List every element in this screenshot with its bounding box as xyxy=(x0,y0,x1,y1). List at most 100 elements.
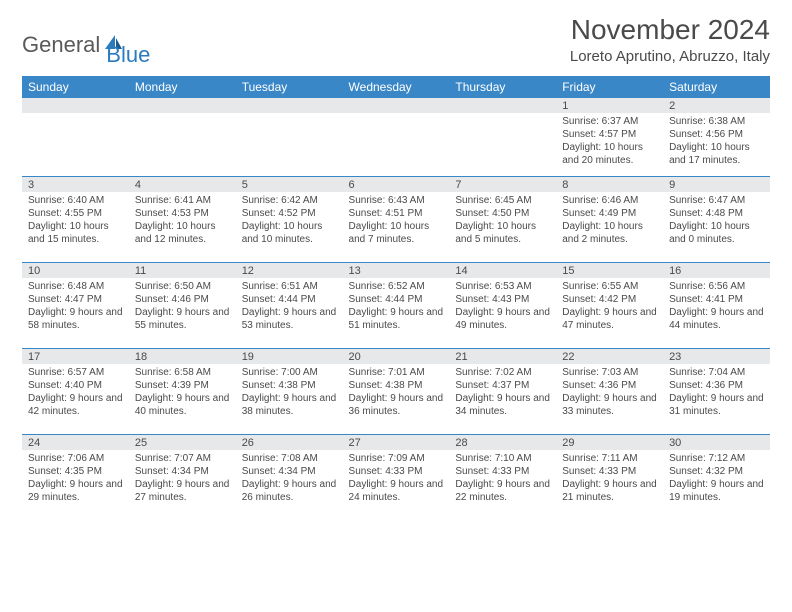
sunset-line: Sunset: 4:33 PM xyxy=(455,465,550,478)
daylight-line: Daylight: 9 hours and 55 minutes. xyxy=(135,306,230,332)
daylight-line: Daylight: 9 hours and 42 minutes. xyxy=(28,392,123,418)
calendar-day-cell: 6Sunrise: 6:43 AMSunset: 4:51 PMDaylight… xyxy=(343,176,450,262)
sunset-line: Sunset: 4:46 PM xyxy=(135,293,230,306)
sunrise-line: Sunrise: 6:42 AM xyxy=(242,194,337,207)
day-detail: Sunrise: 6:55 AMSunset: 4:42 PMDaylight:… xyxy=(556,278,663,336)
calendar-day-cell: 26Sunrise: 7:08 AMSunset: 4:34 PMDayligh… xyxy=(236,434,343,520)
sunrise-line: Sunrise: 7:09 AM xyxy=(349,452,444,465)
daylight-line: Daylight: 9 hours and 36 minutes. xyxy=(349,392,444,418)
sunset-line: Sunset: 4:34 PM xyxy=(242,465,337,478)
sunset-line: Sunset: 4:33 PM xyxy=(562,465,657,478)
day-number: 1 xyxy=(556,98,663,113)
calendar-day-cell: 7Sunrise: 6:45 AMSunset: 4:50 PMDaylight… xyxy=(449,176,556,262)
sunrise-line: Sunrise: 6:51 AM xyxy=(242,280,337,293)
calendar-day-cell: 11Sunrise: 6:50 AMSunset: 4:46 PMDayligh… xyxy=(129,262,236,348)
calendar-day-cell: 23Sunrise: 7:04 AMSunset: 4:36 PMDayligh… xyxy=(663,348,770,434)
day-number: 13 xyxy=(343,263,450,278)
sunrise-line: Sunrise: 6:40 AM xyxy=(28,194,123,207)
day-detail: Sunrise: 7:08 AMSunset: 4:34 PMDaylight:… xyxy=(236,450,343,508)
day-number: 6 xyxy=(343,177,450,192)
calendar-day-cell: 24Sunrise: 7:06 AMSunset: 4:35 PMDayligh… xyxy=(22,434,129,520)
sunset-line: Sunset: 4:34 PM xyxy=(135,465,230,478)
weekday-header: Tuesday xyxy=(236,76,343,98)
daylight-line: Daylight: 9 hours and 21 minutes. xyxy=(562,478,657,504)
day-number: 25 xyxy=(129,435,236,450)
day-detail: Sunrise: 7:12 AMSunset: 4:32 PMDaylight:… xyxy=(663,450,770,508)
daylight-line: Daylight: 9 hours and 47 minutes. xyxy=(562,306,657,332)
daylight-line: Daylight: 9 hours and 51 minutes. xyxy=(349,306,444,332)
calendar-day-cell: 12Sunrise: 6:51 AMSunset: 4:44 PMDayligh… xyxy=(236,262,343,348)
calendar-empty-cell xyxy=(129,98,236,176)
day-detail: Sunrise: 6:38 AMSunset: 4:56 PMDaylight:… xyxy=(663,113,770,171)
header: General Blue November 2024 Loreto Apruti… xyxy=(22,14,770,68)
sunset-line: Sunset: 4:41 PM xyxy=(669,293,764,306)
sunset-line: Sunset: 4:38 PM xyxy=(349,379,444,392)
sunrise-line: Sunrise: 6:46 AM xyxy=(562,194,657,207)
day-detail: Sunrise: 6:41 AMSunset: 4:53 PMDaylight:… xyxy=(129,192,236,250)
day-number: 5 xyxy=(236,177,343,192)
day-detail: Sunrise: 6:52 AMSunset: 4:44 PMDaylight:… xyxy=(343,278,450,336)
sunset-line: Sunset: 4:38 PM xyxy=(242,379,337,392)
sunset-line: Sunset: 4:37 PM xyxy=(455,379,550,392)
day-detail: Sunrise: 6:45 AMSunset: 4:50 PMDaylight:… xyxy=(449,192,556,250)
sunrise-line: Sunrise: 7:04 AM xyxy=(669,366,764,379)
logo-text-general: General xyxy=(22,32,100,58)
daylight-line: Daylight: 9 hours and 34 minutes. xyxy=(455,392,550,418)
sunrise-line: Sunrise: 6:47 AM xyxy=(669,194,764,207)
weekday-header: Wednesday xyxy=(343,76,450,98)
sunset-line: Sunset: 4:33 PM xyxy=(349,465,444,478)
day-detail: Sunrise: 7:07 AMSunset: 4:34 PMDaylight:… xyxy=(129,450,236,508)
day-detail: Sunrise: 6:51 AMSunset: 4:44 PMDaylight:… xyxy=(236,278,343,336)
sunrise-line: Sunrise: 7:02 AM xyxy=(455,366,550,379)
daylight-line: Daylight: 10 hours and 7 minutes. xyxy=(349,220,444,246)
sunrise-line: Sunrise: 6:53 AM xyxy=(455,280,550,293)
calendar-table: SundayMondayTuesdayWednesdayThursdayFrid… xyxy=(22,76,770,520)
sunset-line: Sunset: 4:53 PM xyxy=(135,207,230,220)
calendar-week-row: 1Sunrise: 6:37 AMSunset: 4:57 PMDaylight… xyxy=(22,98,770,176)
sunset-line: Sunset: 4:32 PM xyxy=(669,465,764,478)
sunrise-line: Sunrise: 6:52 AM xyxy=(349,280,444,293)
daylight-line: Daylight: 9 hours and 29 minutes. xyxy=(28,478,123,504)
calendar-empty-cell xyxy=(343,98,450,176)
calendar-day-cell: 18Sunrise: 6:58 AMSunset: 4:39 PMDayligh… xyxy=(129,348,236,434)
daylight-line: Daylight: 10 hours and 12 minutes. xyxy=(135,220,230,246)
daylight-line: Daylight: 10 hours and 17 minutes. xyxy=(669,141,764,167)
calendar-day-cell: 29Sunrise: 7:11 AMSunset: 4:33 PMDayligh… xyxy=(556,434,663,520)
day-number: 7 xyxy=(449,177,556,192)
sunset-line: Sunset: 4:50 PM xyxy=(455,207,550,220)
day-detail: Sunrise: 6:50 AMSunset: 4:46 PMDaylight:… xyxy=(129,278,236,336)
day-number: 15 xyxy=(556,263,663,278)
day-number: 24 xyxy=(22,435,129,450)
day-number xyxy=(449,98,556,113)
daylight-line: Daylight: 10 hours and 20 minutes. xyxy=(562,141,657,167)
calendar-day-cell: 5Sunrise: 6:42 AMSunset: 4:52 PMDaylight… xyxy=(236,176,343,262)
day-number: 17 xyxy=(22,349,129,364)
sunrise-line: Sunrise: 7:01 AM xyxy=(349,366,444,379)
day-detail: Sunrise: 6:42 AMSunset: 4:52 PMDaylight:… xyxy=(236,192,343,250)
daylight-line: Daylight: 9 hours and 38 minutes. xyxy=(242,392,337,418)
calendar-day-cell: 10Sunrise: 6:48 AMSunset: 4:47 PMDayligh… xyxy=(22,262,129,348)
day-number xyxy=(22,98,129,113)
day-number: 3 xyxy=(22,177,129,192)
sunrise-line: Sunrise: 7:06 AM xyxy=(28,452,123,465)
calendar-day-cell: 28Sunrise: 7:10 AMSunset: 4:33 PMDayligh… xyxy=(449,434,556,520)
daylight-line: Daylight: 9 hours and 49 minutes. xyxy=(455,306,550,332)
weekday-header-row: SundayMondayTuesdayWednesdayThursdayFrid… xyxy=(22,76,770,98)
location-text: Loreto Aprutino, Abruzzo, Italy xyxy=(570,48,770,65)
calendar-day-cell: 22Sunrise: 7:03 AMSunset: 4:36 PMDayligh… xyxy=(556,348,663,434)
sunrise-line: Sunrise: 6:57 AM xyxy=(28,366,123,379)
daylight-line: Daylight: 9 hours and 44 minutes. xyxy=(669,306,764,332)
day-detail: Sunrise: 6:43 AMSunset: 4:51 PMDaylight:… xyxy=(343,192,450,250)
day-number: 30 xyxy=(663,435,770,450)
calendar-day-cell: 20Sunrise: 7:01 AMSunset: 4:38 PMDayligh… xyxy=(343,348,450,434)
sunrise-line: Sunrise: 6:56 AM xyxy=(669,280,764,293)
daylight-line: Daylight: 10 hours and 15 minutes. xyxy=(28,220,123,246)
calendar-day-cell: 3Sunrise: 6:40 AMSunset: 4:55 PMDaylight… xyxy=(22,176,129,262)
calendar-day-cell: 1Sunrise: 6:37 AMSunset: 4:57 PMDaylight… xyxy=(556,98,663,176)
day-number: 23 xyxy=(663,349,770,364)
sunrise-line: Sunrise: 7:00 AM xyxy=(242,366,337,379)
calendar-day-cell: 19Sunrise: 7:00 AMSunset: 4:38 PMDayligh… xyxy=(236,348,343,434)
daylight-line: Daylight: 10 hours and 0 minutes. xyxy=(669,220,764,246)
day-number: 2 xyxy=(663,98,770,113)
calendar-week-row: 3Sunrise: 6:40 AMSunset: 4:55 PMDaylight… xyxy=(22,176,770,262)
